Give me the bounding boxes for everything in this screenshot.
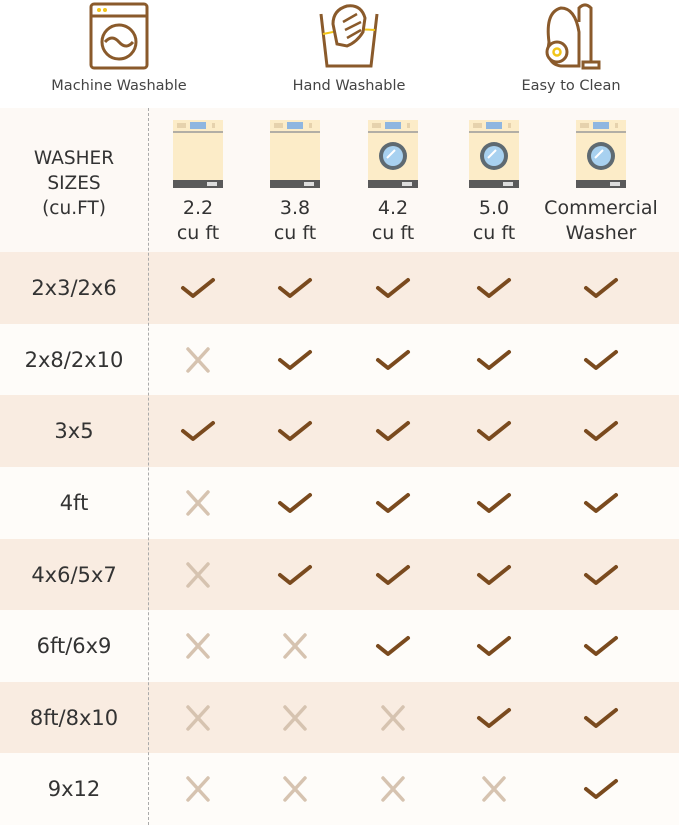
washing-machine-icon <box>89 2 149 70</box>
feature-machine-washable: Machine Washable <box>19 0 219 94</box>
check-icon <box>373 631 413 661</box>
hand-wash-icon <box>319 4 379 68</box>
washer-icon <box>434 118 554 190</box>
check-icon <box>581 631 621 661</box>
header-label-line: WASHER <box>33 148 115 169</box>
check-icon <box>581 273 621 303</box>
washer-size: 2.2 <box>182 197 214 219</box>
table-header: WASHER SIZES (cu.FT) 2.2 cu ft 3.8 cu ft 4.2… <box>0 108 679 252</box>
feature-hand-washable: Hand Washable <box>249 0 449 94</box>
washer-unit: cu ft <box>472 222 516 244</box>
washer-unit: Washer <box>565 222 637 244</box>
table-row: 4ft <box>0 466 679 539</box>
check-icon <box>474 703 514 733</box>
cross-icon <box>178 488 218 518</box>
header-label-line: SIZES <box>47 173 101 194</box>
cross-icon <box>178 560 218 590</box>
washer-size: Commercial <box>544 197 658 219</box>
check-icon <box>581 416 621 446</box>
cross-icon <box>178 774 218 804</box>
header-label: WASHER SIZES (cu.FT) <box>0 146 148 221</box>
check-icon <box>581 345 621 375</box>
check-icon <box>275 416 315 446</box>
check-icon <box>275 273 315 303</box>
rug-size-label: 8ft/8x10 <box>29 705 119 730</box>
cross-icon <box>373 703 413 733</box>
cross-icon <box>275 774 315 804</box>
rug-size-label: 4ft <box>59 490 89 515</box>
rug-size-label: 4x6/5x7 <box>31 562 117 587</box>
table-row: 3x5 <box>0 395 679 468</box>
washer-size: 3.8 <box>279 197 311 219</box>
header-label-line: (cu.FT) <box>42 198 106 219</box>
check-icon <box>373 560 413 590</box>
check-icon <box>275 488 315 518</box>
washer-icon <box>138 118 258 190</box>
rug-size-label: 3x5 <box>54 419 94 444</box>
feature-label: Machine Washable <box>51 78 187 94</box>
check-icon <box>474 488 514 518</box>
cross-icon <box>373 774 413 804</box>
cross-icon <box>474 774 514 804</box>
washer-icon <box>333 118 453 190</box>
feature-label: Hand Washable <box>292 78 406 94</box>
feature-easy-to-clean: Easy to Clean <box>471 0 671 94</box>
check-icon <box>178 416 218 446</box>
washer-icon <box>235 118 355 190</box>
check-icon <box>373 416 413 446</box>
washer-unit: cu ft <box>273 222 317 244</box>
check-icon <box>474 416 514 446</box>
table-row: 2x8/2x10 <box>0 323 679 396</box>
feature-label: Easy to Clean <box>521 78 621 94</box>
check-icon <box>474 273 514 303</box>
column-divider <box>148 108 149 825</box>
washer-column-header: 3.8 cu ft <box>235 118 355 246</box>
table-row: 9x12 <box>0 753 679 825</box>
check-icon <box>581 560 621 590</box>
check-icon <box>373 488 413 518</box>
cross-icon <box>275 703 315 733</box>
check-icon <box>581 703 621 733</box>
rug-size-label: 2x3/2x6 <box>31 276 117 300</box>
washer-unit: cu ft <box>371 222 415 244</box>
rug-size-label: 9x12 <box>47 777 101 802</box>
check-icon <box>178 273 218 303</box>
table-row: 4x6/5x7 <box>0 538 679 611</box>
table-row: 2x3/2x6 <box>0 252 679 324</box>
washer-column-header: 2.2 cu ft <box>138 118 258 246</box>
washer-size: 5.0 <box>478 197 510 219</box>
rug-size-label: 6ft/6x9 <box>36 634 112 659</box>
rug-size-label: 2x8/2x10 <box>24 347 124 372</box>
check-icon <box>581 774 621 804</box>
cross-icon <box>178 631 218 661</box>
check-icon <box>275 345 315 375</box>
check-icon <box>373 345 413 375</box>
washer-column-header: 5.0 cu ft <box>434 118 554 246</box>
check-icon <box>275 560 315 590</box>
washer-unit: cu ft <box>176 222 220 244</box>
check-icon <box>373 273 413 303</box>
washer-icon <box>541 118 661 190</box>
table-row: 6ft/6x9 <box>0 610 679 683</box>
cross-icon <box>178 345 218 375</box>
check-icon <box>474 631 514 661</box>
vacuum-cleaner-icon <box>545 3 601 70</box>
check-icon <box>474 560 514 590</box>
table-row: 8ft/8x10 <box>0 681 679 754</box>
cross-icon <box>178 703 218 733</box>
check-icon <box>474 345 514 375</box>
washer-size: 4.2 <box>377 197 409 219</box>
washer-column-header: 4.2 cu ft <box>333 118 453 246</box>
cross-icon <box>275 631 315 661</box>
washer-column-header: Commercial Washer <box>541 118 661 246</box>
check-icon <box>581 488 621 518</box>
